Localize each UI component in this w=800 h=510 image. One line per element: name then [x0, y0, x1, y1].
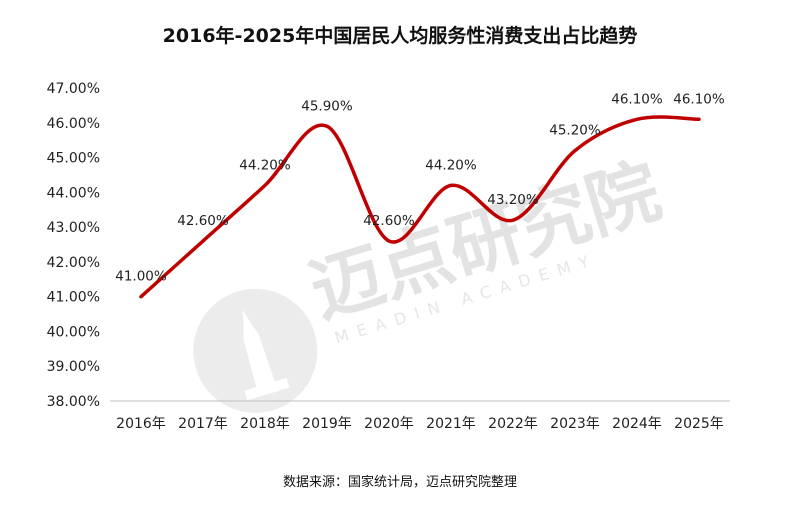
y-tick-label: 40.00% [47, 324, 100, 340]
watermark: 迈点研究院 MEADIN ACADEMY [193, 148, 670, 413]
x-tick-label: 2023年 [550, 416, 600, 432]
data-label: 46.10% [673, 91, 725, 107]
y-axis: 38.00% 39.00% 40.00% 41.00% 42.00% 43.00% 44.0… [47, 81, 100, 410]
x-tick-label: 2017年 [178, 416, 228, 432]
data-label: 44.20% [425, 157, 477, 173]
watermark-tower-icon [242, 309, 279, 397]
x-tick-label: 2025年 [674, 416, 724, 432]
data-labels: 41.00% 42.60% 44.20% 45.90% 42.60% 44.20% 43.2… [115, 91, 725, 284]
x-tick-label: 2024年 [612, 416, 662, 432]
data-label: 45.20% [549, 123, 601, 139]
y-tick-label: 43.00% [47, 220, 100, 236]
data-label: 41.00% [115, 269, 167, 285]
x-tick-label: 2021年 [426, 416, 476, 432]
watermark-tower-base [244, 377, 290, 401]
x-tick-label: 2018年 [240, 416, 290, 432]
series-line [139, 115, 701, 299]
y-tick-label: 47.00% [47, 81, 100, 97]
source-note: 数据来源：国家统计局，迈点研究院整理 [283, 474, 517, 490]
y-tick-label: 38.00% [47, 394, 100, 410]
data-label: 43.20% [487, 192, 539, 208]
data-label: 46.10% [611, 91, 663, 107]
x-axis: 2016年 2017年 2018年 2019年 2020年 2021年 2022年 2023年… [110, 400, 730, 432]
chart-title: 2016年-2025年中国居民人均服务性消费支出占比趋势 [163, 24, 638, 47]
data-label: 45.90% [301, 98, 353, 114]
x-tick-label: 2019年 [302, 416, 352, 432]
y-tick-label: 46.00% [47, 116, 100, 132]
x-tick-label: 2016年 [116, 416, 166, 432]
x-tick-label: 2022年 [488, 416, 538, 432]
y-tick-label: 39.00% [47, 359, 100, 375]
y-tick-label: 44.00% [47, 185, 100, 201]
y-tick-label: 41.00% [47, 290, 100, 306]
y-tick-label: 42.00% [47, 255, 100, 271]
data-label: 44.20% [239, 157, 291, 173]
y-tick-label: 45.00% [47, 151, 100, 167]
data-label: 42.60% [363, 213, 415, 229]
x-tick-label: 2020年 [364, 416, 414, 432]
data-label: 42.60% [177, 213, 229, 229]
